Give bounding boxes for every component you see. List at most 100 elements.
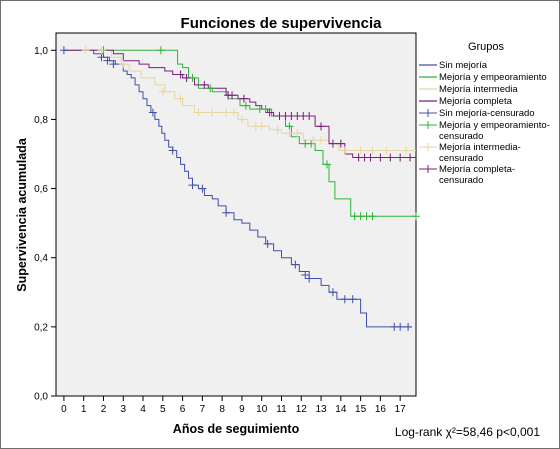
chart-title: Funciones de supervivencia <box>181 15 383 32</box>
y-tick-label: 0,8 <box>34 115 48 126</box>
x-tick-label: 2 <box>101 404 107 415</box>
censor-mark <box>412 212 420 221</box>
x-tick-label: 16 <box>375 404 387 415</box>
y-tick-label: 0,4 <box>34 253 48 264</box>
legend-item: Mejoría intermedia-censurado <box>419 142 521 164</box>
y-axis: 0,0 0,2 0,4 0,6 0,8 1,0 <box>34 46 56 403</box>
censor-mark <box>263 239 272 248</box>
x-tick-label: 7 <box>200 404 206 415</box>
censor-mark <box>158 87 167 96</box>
x-tick-label: 5 <box>160 404 166 415</box>
censor-mark <box>148 108 157 117</box>
x-tick-label: 9 <box>239 404 245 415</box>
x-tick-label: 6 <box>180 404 186 415</box>
censor-mark <box>119 60 128 69</box>
y-tick-label: 0,0 <box>34 392 48 403</box>
censor-mark <box>222 108 231 117</box>
censor-mark <box>402 146 411 155</box>
censor-mark <box>265 108 274 117</box>
censor-mark <box>368 146 377 155</box>
legend-label-continued: censurado <box>439 131 483 142</box>
censor-mark <box>176 70 185 79</box>
censor-mark <box>356 146 365 155</box>
censor-mark <box>396 153 405 162</box>
y-tick-label: 1,0 <box>34 46 48 57</box>
legend-label: Mejoría completa- <box>439 164 515 175</box>
legend-item: Mejoría y empeoramiento <box>419 72 547 83</box>
log-rank-annotation: Log-rank χ²=58,46 p<0,001 <box>395 425 540 439</box>
censor-mark <box>97 53 106 62</box>
legend-label: Mejoría y empeoramiento <box>439 72 547 83</box>
censor-mark <box>285 129 294 138</box>
censor-mark <box>208 108 217 117</box>
censor-mark <box>188 181 197 190</box>
survival-curve-3 <box>63 49 416 151</box>
legend-item: Mejoría intermedia <box>419 84 518 95</box>
x-tick-label: 11 <box>276 404 287 415</box>
legend-item: Sin mejoría <box>419 60 488 71</box>
legend-label: Mejoría completa <box>439 96 513 107</box>
censor-mark <box>396 322 405 331</box>
censor-mark <box>261 105 270 114</box>
censor-mark <box>237 115 246 124</box>
x-tick-label: 3 <box>120 404 126 415</box>
censor-mark <box>109 60 118 69</box>
censor-mark <box>366 153 375 162</box>
x-tick-label: 4 <box>140 404 146 415</box>
x-tick-label: 8 <box>219 404 225 415</box>
censor-mark <box>305 274 314 283</box>
censor-mark <box>176 94 185 103</box>
censor-mark <box>348 295 357 304</box>
censor-mark <box>386 153 395 162</box>
censor-mark <box>309 136 318 145</box>
x-axis: 0 1 2 3 4 5 6 7 8 9 10 11 12 13 14 15 16 17 <box>61 396 406 415</box>
censor-mark <box>317 122 326 131</box>
censor-mark <box>222 208 231 217</box>
x-axis-label: Años de seguimiento <box>173 422 300 436</box>
censor-mark <box>340 146 349 155</box>
legend-label: Mejoría intermedia- <box>439 142 521 153</box>
censor-mark <box>404 322 413 331</box>
legend-item: Sin mejoría-censurado <box>419 108 535 119</box>
censor-mark <box>257 122 266 131</box>
y-axis-label: Supervivencia acumulada <box>15 137 29 292</box>
censor-mark <box>200 80 209 89</box>
x-tick-label: 15 <box>355 404 367 415</box>
censor-mark <box>103 56 112 65</box>
censor-mark <box>198 184 207 193</box>
censor-mark <box>273 125 282 134</box>
censor-mark <box>328 288 337 297</box>
censor-mark <box>305 111 314 120</box>
legend-label: Mejoría y empeoramiento- <box>439 120 550 131</box>
x-tick-label: 10 <box>256 404 268 415</box>
x-tick-label: 17 <box>395 404 407 415</box>
censor-mark <box>307 139 316 148</box>
censor-mark <box>81 46 90 55</box>
x-tick-label: 13 <box>315 404 327 415</box>
y-tick-label: 0,2 <box>34 322 48 333</box>
x-tick-label: 0 <box>61 404 67 415</box>
censor-mark <box>59 46 68 55</box>
censor-mark <box>317 136 326 145</box>
censor-mark <box>382 146 391 155</box>
censor-mark <box>241 101 250 110</box>
censor-mark <box>293 129 302 138</box>
censor-mark <box>301 271 310 279</box>
legend-item: Mejoría completa-censurado <box>419 164 515 186</box>
censor-mark <box>194 108 203 117</box>
censor-mark <box>230 108 239 117</box>
censor-mark <box>285 122 294 131</box>
legend-item: Mejoría y empeoramiento-censurado <box>419 120 550 142</box>
censor-mark <box>376 153 385 162</box>
legend-label-continued: censurado <box>439 175 483 186</box>
censor-marks <box>59 46 420 331</box>
censor-mark <box>97 46 106 55</box>
censor-mark <box>368 212 377 221</box>
censor-mark <box>156 46 165 55</box>
censor-mark <box>328 139 337 148</box>
legend-label: Sin mejoría-censurado <box>439 108 535 119</box>
censor-mark <box>406 153 415 162</box>
